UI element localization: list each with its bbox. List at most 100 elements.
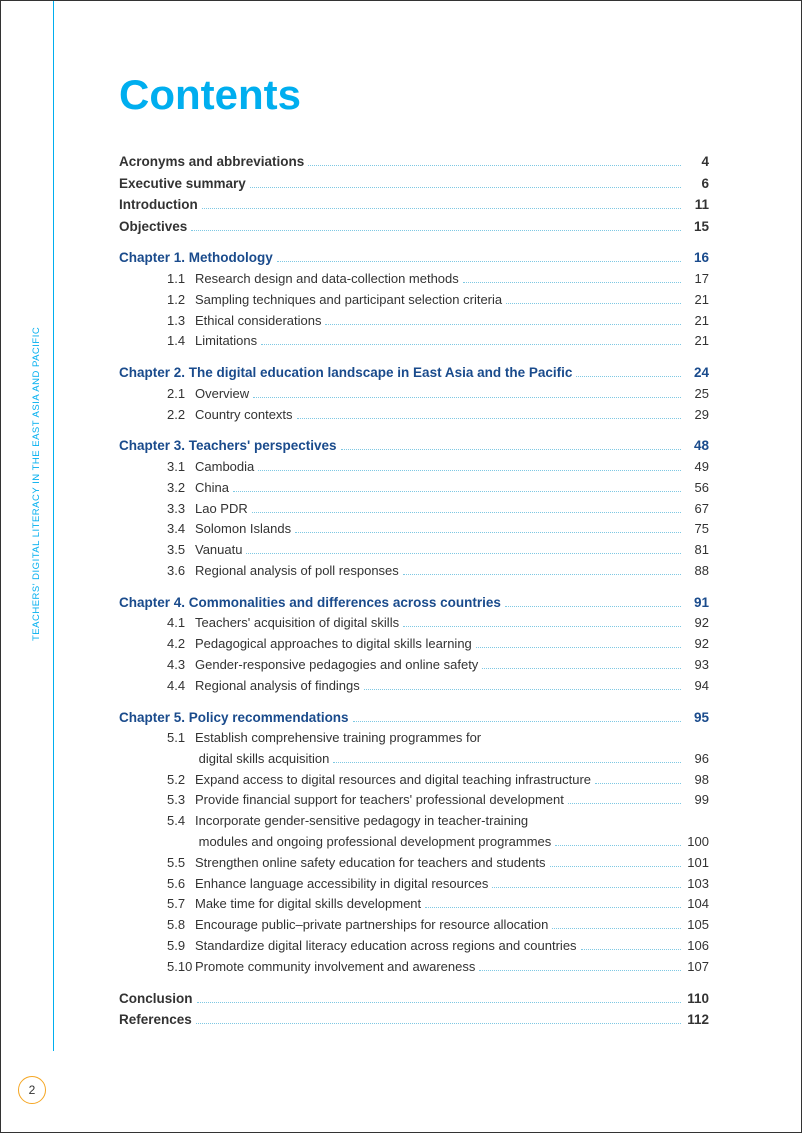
toc-sub-entry: 2.1Overview25 [119, 384, 709, 405]
toc-dots [555, 845, 681, 846]
toc-chapter-entry: Chapter 3. Teachers' perspectives 48 [119, 435, 709, 457]
toc-entry-page: 94 [685, 676, 709, 697]
toc-entry-label: Encourage public–private partnerships fo… [195, 915, 548, 936]
toc-entry-page: 112 [685, 1009, 709, 1031]
toc-entry-page: 21 [685, 290, 709, 311]
toc-entry-label: Solomon Islands [195, 519, 291, 540]
toc-dots [353, 721, 681, 722]
toc-sub-entry: 4.1Teachers' acquisition of digital skil… [119, 613, 709, 634]
toc-entry-page: 91 [685, 592, 709, 614]
toc-entry-label: digital skills acquisition [195, 749, 329, 770]
toc-entry-label: Ethical considerations [195, 311, 321, 332]
toc-entry-label: Make time for digital skills development [195, 894, 421, 915]
toc-entry-number: 1.4 [167, 331, 195, 352]
page-number-badge: 2 [18, 1076, 46, 1104]
toc-dots [196, 1023, 681, 1024]
toc-entry-page: 103 [685, 874, 709, 895]
toc-dots [403, 626, 681, 627]
toc-entry-label: Regional analysis of findings [195, 676, 360, 697]
toc-entry-label: Objectives [119, 216, 187, 238]
toc-sub-entry: 3.5Vanuatu81 [119, 540, 709, 561]
toc-entry-label: Chapter 3. Teachers' perspectives [119, 435, 337, 457]
toc-dots [246, 553, 681, 554]
toc-dots [197, 1002, 682, 1003]
toc-entry-page: 21 [685, 331, 709, 352]
toc-entry-label: Chapter 5. Policy recommendations [119, 707, 349, 729]
toc-entry-label: Establish comprehensive training program… [195, 728, 481, 749]
toc-entry-label: China [195, 478, 229, 499]
toc-chapter-entry: Chapter 5. Policy recommendations95 [119, 707, 709, 729]
toc-entry-number: 5.1 [167, 728, 195, 749]
page-number: 2 [29, 1083, 36, 1097]
toc-sub-entry: 1.2Sampling techniques and participant s… [119, 290, 709, 311]
toc-entry: Acronyms and abbreviations4 [119, 151, 709, 173]
toc-sub-entry: 5.5Strengthen online safety education fo… [119, 853, 709, 874]
toc-entry-label: modules and ongoing professional develop… [195, 832, 551, 853]
toc-entry-page: 15 [685, 216, 709, 238]
toc-dots [295, 532, 681, 533]
toc-entry-label: Standardize digital literacy education a… [195, 936, 577, 957]
toc-entry-label: References [119, 1009, 192, 1031]
toc-entry-label: Incorporate gender-sensitive pedagogy in… [195, 811, 528, 832]
toc-entry-number: 1.3 [167, 311, 195, 332]
toc-entry-page: 105 [685, 915, 709, 936]
toc-entry-page: 29 [685, 405, 709, 426]
toc-sub-entry: 5.3Provide financial support for teacher… [119, 790, 709, 811]
toc-dots [506, 303, 681, 304]
toc-entry-number: 5.5 [167, 853, 195, 874]
toc-entry-page: 67 [685, 499, 709, 520]
toc-dots [202, 208, 681, 209]
toc-dots [425, 907, 681, 908]
toc-sub-entry: 5.4Incorporate gender-sensitive pedagogy… [119, 811, 709, 832]
toc-entry-label: Vanuatu [195, 540, 242, 561]
toc-entry-page: 11 [685, 194, 709, 216]
toc-entry-page: 92 [685, 634, 709, 655]
toc-entry-page: 99 [685, 790, 709, 811]
toc-sub-entry: 4.2Pedagogical approaches to digital ski… [119, 634, 709, 655]
toc-dots [403, 574, 681, 575]
toc-entry-label: Sampling techniques and participant sele… [195, 290, 502, 311]
toc-entry: Executive summary6 [119, 173, 709, 195]
toc-entry: References 112 [119, 1009, 709, 1031]
toc-entry-page: 21 [685, 311, 709, 332]
toc-entry-page: 6 [685, 173, 709, 195]
toc-entry-number: 3.4 [167, 519, 195, 540]
toc-sub-entry: 2.2Country contexts29 [119, 405, 709, 426]
toc-entry-label: Chapter 4. Commonalities and differences… [119, 592, 501, 614]
toc-dots [550, 866, 681, 867]
toc-chapter-entry: Chapter 4. Commonalities and differences… [119, 592, 709, 614]
toc-entry-label: Chapter 1. Methodology [119, 247, 273, 269]
toc-entry-number: 1.2 [167, 290, 195, 311]
toc-dots [595, 783, 681, 784]
vertical-rule [53, 1, 54, 1051]
page: TEACHERS' DIGITAL LITERACY IN THE EAST A… [1, 1, 801, 1132]
toc-entry-number: 5.7 [167, 894, 195, 915]
toc-entry-page: 48 [685, 435, 709, 457]
toc-entry-number: 5.6 [167, 874, 195, 895]
toc-entry: Conclusion110 [119, 988, 709, 1010]
toc-entry-page: 4 [685, 151, 709, 173]
toc-sub-entry-cont: digital skills acquisition 96 [119, 749, 709, 770]
toc-entry-label: Cambodia [195, 457, 254, 478]
toc-entry-label: Overview [195, 384, 249, 405]
toc-entry-page: 106 [685, 936, 709, 957]
toc-entry-number: 2.2 [167, 405, 195, 426]
toc-entry-number: 5.8 [167, 915, 195, 936]
toc-entry-number: 4.3 [167, 655, 195, 676]
toc-dots [479, 970, 681, 971]
toc-dots [333, 762, 681, 763]
toc-entry-page: 96 [685, 749, 709, 770]
toc-sub-entry: 3.2China56 [119, 478, 709, 499]
toc-entry-label: Regional analysis of poll responses [195, 561, 399, 582]
toc-entry-page: 104 [685, 894, 709, 915]
toc-entry-number: 5.4 [167, 811, 195, 832]
toc-entry: Objectives 15 [119, 216, 709, 238]
toc-entry-label: Strengthen online safety education for t… [195, 853, 546, 874]
toc-entry-label: Provide financial support for teachers' … [195, 790, 564, 811]
toc-dots [233, 491, 681, 492]
toc-entry-number: 3.1 [167, 457, 195, 478]
toc-entry-number: 5.10 [167, 957, 195, 978]
toc-entry-page: 81 [685, 540, 709, 561]
toc-entry-number: 1.1 [167, 269, 195, 290]
toc-entry-number: 3.6 [167, 561, 195, 582]
